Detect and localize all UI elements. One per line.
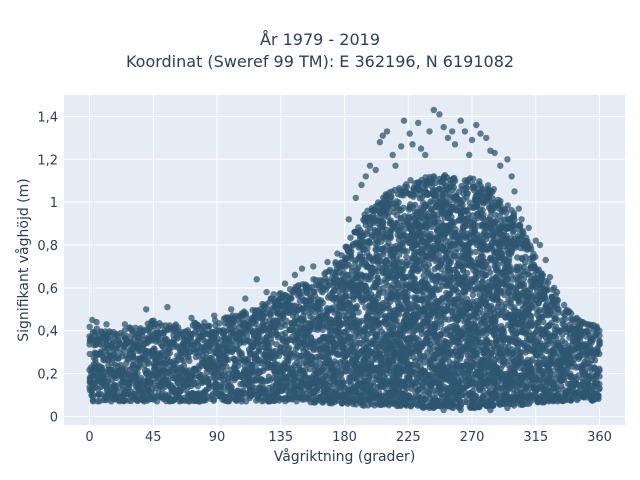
data-point (129, 352, 137, 360)
data-point (388, 193, 395, 200)
data-point (403, 183, 411, 190)
data-point (242, 312, 250, 320)
chart-title: År 1979 - 2019 (260, 30, 380, 49)
data-point (86, 323, 93, 330)
data-point (230, 318, 237, 325)
data-point (288, 295, 295, 302)
data-point (411, 201, 419, 209)
data-point (313, 387, 321, 395)
data-point (145, 360, 152, 367)
data-point (89, 391, 96, 398)
data-point (380, 251, 387, 258)
data-point (395, 199, 402, 206)
data-point (379, 219, 387, 226)
data-point (216, 320, 223, 327)
data-point (122, 365, 129, 373)
data-point (225, 356, 232, 363)
chart-subtitle: Koordinat (Sweref 99 TM): E 362196, N 61… (125, 52, 515, 71)
data-point (452, 226, 459, 233)
data-point (386, 234, 393, 241)
data-point (180, 357, 187, 364)
data-point (207, 344, 214, 351)
data-point (286, 344, 293, 352)
data-point (180, 362, 188, 369)
data-point (112, 385, 120, 392)
data-point (464, 269, 471, 277)
data-point (210, 397, 217, 404)
data-point (464, 190, 471, 197)
data-point (165, 377, 172, 384)
data-point (317, 305, 324, 313)
data-point (153, 398, 161, 405)
data-point (205, 323, 212, 330)
data-point (134, 370, 141, 377)
data-point (452, 177, 459, 184)
data-point (355, 309, 362, 316)
data-point (400, 204, 407, 211)
data-point (354, 265, 361, 273)
data-point (347, 234, 354, 241)
data-points (86, 106, 603, 414)
data-point (206, 375, 213, 383)
data-point (425, 389, 433, 397)
data-point (201, 319, 208, 326)
data-point (449, 186, 456, 193)
data-point (342, 293, 349, 300)
data-point (366, 239, 373, 246)
data-point (454, 245, 461, 253)
data-point (90, 398, 97, 405)
data-point (186, 357, 193, 365)
data-point (243, 333, 251, 340)
data-point (166, 349, 173, 357)
data-point (374, 295, 381, 302)
data-point (174, 335, 181, 342)
data-point (425, 261, 433, 268)
data-point (319, 299, 327, 306)
data-point (293, 345, 300, 352)
data-point (223, 363, 230, 370)
